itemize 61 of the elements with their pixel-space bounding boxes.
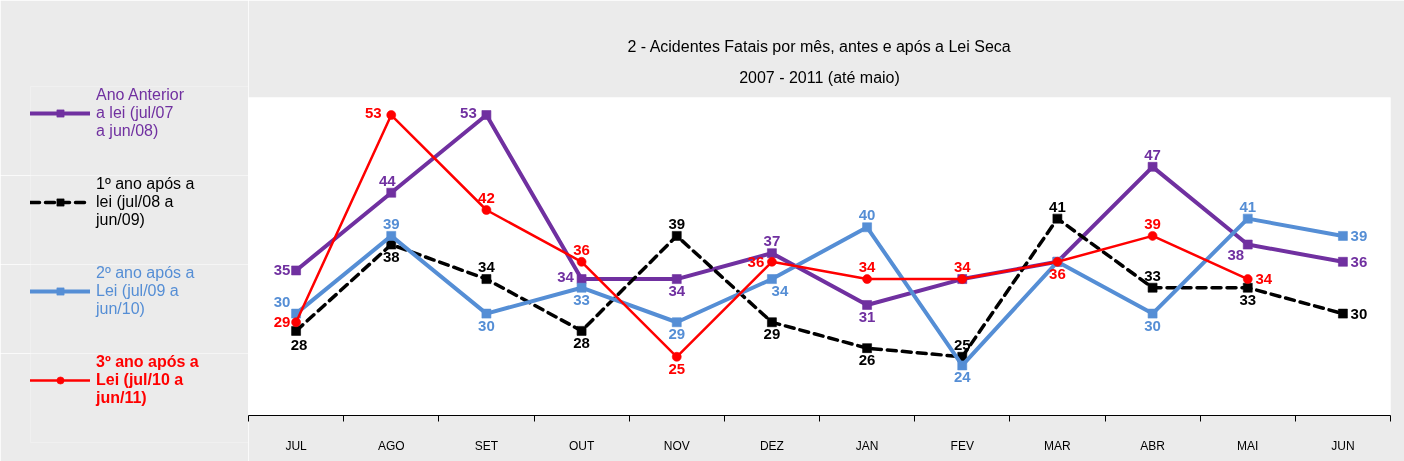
x-tick-label: NOV	[663, 438, 690, 453]
x-tick-label: JUL	[285, 438, 308, 453]
x-tick-label: FEV	[950, 438, 974, 453]
legend-label: 3º ano após a Lei (jul/10 a jun/11)	[96, 353, 199, 407]
x-tick-label: JAN	[855, 438, 879, 453]
data-label: 39	[382, 214, 400, 232]
chart-title: 2 - Acidentes Fatais por mês, antes e após a Lei Seca	[627, 37, 1011, 55]
data-label: 34	[478, 258, 496, 276]
data-label: 36	[1350, 252, 1368, 270]
data-label: 33	[1239, 290, 1257, 308]
data-label: 53	[364, 104, 382, 122]
data-label: 53	[460, 104, 477, 122]
data-label: 47	[1144, 145, 1161, 163]
legend-label: 1º ano após a lei (jul/08 a jun/09)	[96, 175, 195, 229]
data-label: 30	[1350, 304, 1368, 322]
data-label: 24	[953, 368, 972, 386]
data-label: 34	[557, 268, 575, 286]
data-label: 29	[668, 325, 686, 343]
data-label: 28	[573, 333, 590, 351]
data-label: 25	[953, 335, 971, 353]
data-label: 28	[290, 335, 308, 353]
data-label: 34	[771, 282, 789, 300]
data-label: 30	[478, 316, 495, 334]
x-tick-label: ABR	[1140, 438, 1166, 453]
legend-label: Ano Anterior a lei (jul/07 a jun/08)	[96, 86, 185, 140]
data-label: 34	[858, 258, 877, 276]
data-label: 36	[1049, 264, 1066, 282]
data-label: 30	[1144, 316, 1161, 334]
data-label: 31	[858, 307, 876, 325]
data-label: 29	[763, 325, 781, 343]
data-label: 29	[273, 313, 291, 331]
data-label: 34	[953, 258, 972, 276]
data-label: 25	[668, 359, 686, 377]
data-label: 34	[668, 282, 686, 300]
data-label: 30	[273, 292, 291, 310]
data-label: 26	[858, 351, 876, 369]
data-label: 41	[1239, 197, 1257, 215]
data-label: 39	[668, 214, 686, 232]
x-tick-label: MAI	[1237, 438, 1259, 453]
data-label: 39	[1144, 214, 1161, 232]
data-label: 40	[858, 206, 876, 224]
data-label: 33	[573, 290, 590, 308]
chart-subtitle: 2007 - 2011 (até maio)	[739, 69, 900, 86]
data-label: 42	[478, 189, 495, 206]
data-label: 36	[573, 240, 590, 258]
data-label: 33	[1144, 266, 1161, 284]
data-label: 44	[378, 171, 397, 189]
x-tick-label: OUT	[568, 438, 595, 453]
data-label: 38	[1227, 245, 1245, 263]
x-tick-label: DEZ	[759, 438, 784, 453]
data-label: 38	[382, 247, 400, 265]
x-tick-label: MAR	[1044, 438, 1072, 453]
x-tick-label: JUN	[1331, 438, 1355, 453]
data-label: 35	[273, 261, 291, 279]
data-label: 34	[1255, 270, 1273, 288]
data-label: 39	[1350, 226, 1368, 244]
legend-label: 2º ano após a Lei (jul/09 a jun/10)	[96, 264, 195, 318]
x-tick-label: AGO	[377, 438, 405, 453]
x-tick-label: SET	[474, 438, 499, 453]
data-label: 41	[1049, 197, 1066, 215]
data-label: 37	[763, 232, 781, 250]
